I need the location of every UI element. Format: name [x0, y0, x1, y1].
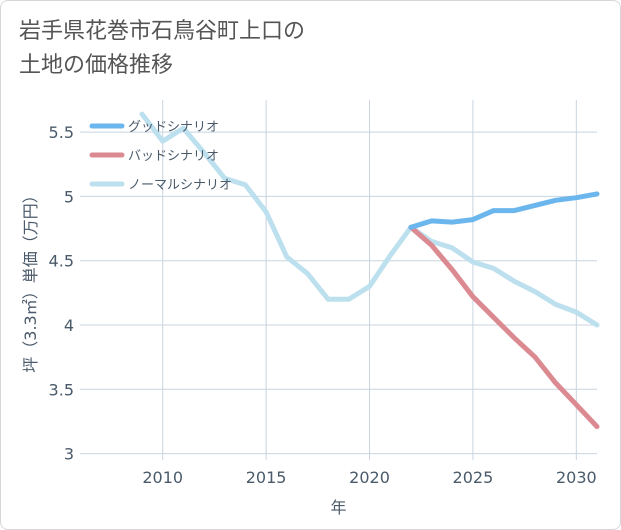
series-lines — [139, 111, 600, 430]
y-tick-label: 4.5 — [49, 252, 74, 271]
series-line — [139, 111, 600, 328]
legend-label: グッドシナリオ — [128, 120, 219, 135]
grid-lines — [80, 100, 597, 460]
x-tick-label: 2020 — [349, 468, 390, 487]
y-tick-labels: 3 3.5 4 4.5 5 5.5 — [49, 123, 74, 463]
y-tick-label: 3.5 — [49, 380, 74, 399]
chart-title: 岩手県花巻市石鳥谷町上口の 土地の価格推移 — [19, 15, 305, 83]
legend-label: バッドシナリオ — [128, 149, 219, 164]
x-axis-title: 年 — [330, 498, 346, 517]
y-tick-label: 3 — [64, 445, 74, 464]
x-tick-label: 2010 — [142, 468, 183, 487]
chart-title-line1: 岩手県花巻市石鳥谷町上口の — [19, 19, 306, 44]
x-tick-label: 2030 — [556, 468, 597, 487]
x-tick-label: 2015 — [246, 468, 287, 487]
chart-title-line2: 土地の価格推移 — [19, 53, 174, 78]
y-tick-label: 5.5 — [49, 123, 74, 142]
series-line — [408, 191, 600, 230]
y-tick-label: 5 — [64, 187, 74, 206]
y-axis-title: 坪（3.3㎡）単価（万円） — [21, 187, 40, 372]
x-tick-labels: 2010 2015 2020 2025 2030 — [142, 468, 596, 487]
series-line — [408, 224, 600, 430]
x-tick-label: 2025 — [453, 468, 494, 487]
y-tick-label: 4 — [64, 316, 74, 335]
legend-label: ノーマルシナリオ — [128, 178, 232, 193]
